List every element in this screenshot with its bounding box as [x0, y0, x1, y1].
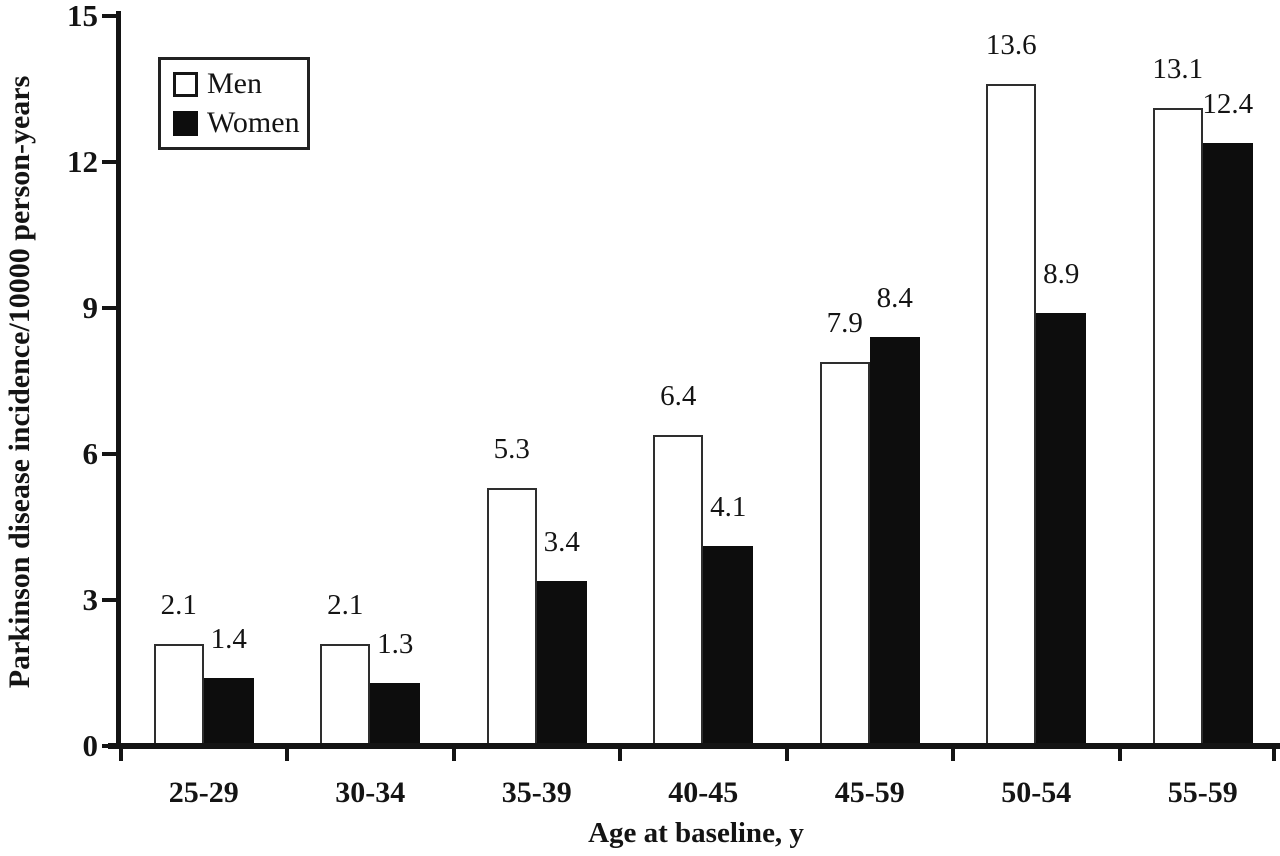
bar-value-label-women-35-39: 3.4 [543, 526, 580, 558]
x-category-label-40-45: 40-45 [668, 776, 739, 809]
legend-label-men: Men [207, 67, 262, 100]
bar-value-label-men-30-34: 2.1 [327, 589, 364, 621]
bar-men-30-34 [320, 644, 371, 746]
legend-label-women: Women [207, 106, 300, 139]
legend-item-women: Women [173, 108, 300, 138]
bar-men-50-54 [986, 84, 1037, 746]
x-axis-tick [1272, 746, 1276, 761]
bar-value-label-men-35-39: 5.3 [493, 433, 530, 465]
y-axis-tick [102, 160, 117, 164]
y-axis-tick [102, 452, 117, 456]
x-category-label-45-59: 45-59 [834, 776, 905, 809]
bar-value-label-women-50-54: 8.9 [1043, 258, 1080, 290]
y-axis-tick [102, 14, 117, 18]
x-axis-tick [285, 746, 289, 761]
y-axis-line [116, 11, 121, 746]
legend-item-men: Men [173, 69, 295, 99]
x-category-label-35-39: 35-39 [501, 776, 572, 809]
x-category-label-25-29: 25-29 [168, 776, 239, 809]
bar-value-label-men-45-59: 7.9 [826, 307, 863, 339]
bar-women-25-29 [203, 678, 254, 746]
bar-men-25-29 [153, 644, 204, 746]
bar-women-45-59 [869, 337, 920, 746]
bar-men-40-45 [653, 435, 704, 746]
bar-value-label-men-25-29: 2.1 [160, 589, 197, 621]
x-axis-line [108, 743, 1280, 749]
bar-value-label-men-50-54: 13.6 [985, 29, 1037, 61]
bar-men-55-59 [1152, 108, 1203, 746]
bar-value-label-women-25-29: 1.4 [210, 623, 247, 655]
legend-swatch-men-icon [173, 71, 198, 97]
y-tick-label: 15 [67, 0, 98, 33]
y-tick-label: 12 [67, 144, 98, 179]
x-axis-tick [784, 746, 789, 761]
legend: Men Women [158, 57, 310, 150]
x-axis-tick [951, 746, 955, 761]
bar-value-label-women-55-59: 12.4 [1202, 88, 1254, 120]
y-axis-tick [102, 598, 117, 602]
bar-value-label-women-30-34: 1.3 [377, 628, 414, 660]
bar-women-50-54 [1036, 313, 1087, 746]
x-category-label-30-34: 30-34 [335, 776, 406, 809]
bar-men-45-59 [819, 362, 870, 746]
bar-value-label-women-40-45: 4.1 [710, 491, 747, 523]
bar-women-40-45 [703, 546, 754, 746]
x-axis-tick [1117, 746, 1122, 761]
y-tick-label: 6 [82, 436, 99, 471]
x-axis-tick [451, 746, 456, 761]
bar-value-label-men-40-45: 6.4 [660, 380, 697, 412]
x-category-label-50-54: 50-54 [1001, 776, 1072, 809]
y-tick-label: 0 [82, 728, 99, 763]
bar-women-55-59 [1202, 143, 1253, 746]
y-tick-label: 9 [82, 290, 99, 325]
x-axis-tick [618, 746, 622, 761]
x-axis-tick [118, 746, 123, 761]
bar-women-35-39 [536, 581, 587, 746]
y-axis-tick [102, 306, 117, 310]
x-axis-title: Age at baseline, y [588, 817, 804, 849]
bar-women-30-34 [370, 683, 421, 746]
bar-value-label-men-55-59: 13.1 [1152, 53, 1204, 85]
x-category-label-55-59: 55-59 [1167, 776, 1238, 809]
bar-value-label-women-45-59: 8.4 [876, 282, 913, 314]
y-tick-label: 3 [82, 582, 99, 617]
legend-swatch-women-icon [173, 110, 198, 136]
